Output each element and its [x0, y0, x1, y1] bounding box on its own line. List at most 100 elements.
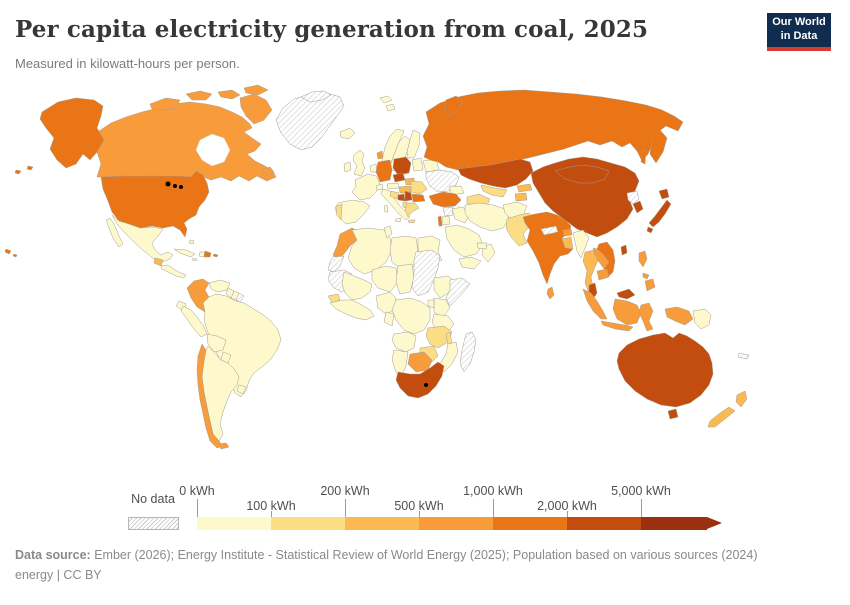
country-uzbekistan[interactable] [480, 184, 508, 198]
country-italy[interactable] [394, 217, 402, 223]
country-jamaica[interactable] [191, 257, 198, 262]
country-tasmania[interactable] [667, 408, 679, 420]
country-croatia[interactable] [389, 190, 400, 200]
country-papua-new-guinea[interactable] [692, 308, 712, 330]
country-south-africa[interactable] [395, 361, 445, 399]
country-alaska[interactable] [39, 97, 105, 169]
country-philippines[interactable] [638, 250, 648, 268]
country-syria[interactable] [442, 206, 454, 217]
legend-band-100-200[interactable] [271, 517, 345, 530]
country-alaska[interactable] [14, 169, 22, 175]
country-uganda[interactable] [427, 299, 435, 309]
country-canada[interactable] [149, 97, 181, 111]
country-japan[interactable] [648, 199, 672, 228]
country-chile[interactable] [218, 442, 230, 450]
country-new-caledonia[interactable] [737, 352, 750, 360]
country-yemen[interactable] [458, 256, 482, 270]
country-greece[interactable] [407, 219, 416, 224]
country-western-sahara[interactable] [327, 255, 345, 273]
country-ireland[interactable] [343, 161, 352, 173]
country-colombia[interactable] [186, 278, 210, 313]
legend-band-5000-plus[interactable] [641, 517, 707, 530]
country-russia[interactable] [640, 149, 647, 165]
country-uruguay[interactable] [236, 384, 247, 395]
country-mexico[interactable] [111, 214, 174, 263]
country-senegal[interactable] [327, 293, 341, 304]
country-svalbard[interactable] [300, 90, 332, 103]
country-greece[interactable] [404, 202, 420, 218]
country-bolivia[interactable] [206, 333, 227, 353]
country-jordan[interactable] [441, 215, 451, 226]
legend-band-500-1000[interactable] [419, 517, 493, 530]
owid-logo[interactable]: Our World in Data [767, 13, 831, 51]
country-bahamas[interactable] [188, 239, 195, 245]
country-germany[interactable] [375, 159, 393, 183]
country-romania[interactable] [410, 180, 428, 195]
country-hawaii[interactable] [12, 253, 18, 258]
country-greenland[interactable] [275, 92, 345, 151]
country-alaska[interactable] [26, 165, 34, 171]
country-uae[interactable] [476, 242, 488, 250]
country-somalia[interactable] [445, 277, 471, 307]
country-dominican-republic[interactable] [203, 250, 212, 258]
country-kenya[interactable] [433, 297, 451, 319]
country-west-africa[interactable] [329, 299, 375, 321]
country-new-zealand[interactable] [707, 406, 736, 428]
country-canada[interactable] [239, 93, 273, 125]
country-canada[interactable] [243, 84, 269, 96]
country-baltics[interactable] [411, 157, 424, 172]
country-niger[interactable] [371, 265, 399, 293]
country-france[interactable] [351, 173, 381, 201]
country-mexico[interactable] [105, 217, 124, 248]
country-cuba[interactable] [173, 248, 196, 258]
country-denmark[interactable] [376, 150, 384, 160]
country-nepal[interactable] [540, 225, 559, 236]
country-austria[interactable] [386, 182, 400, 190]
country-vietnam[interactable] [596, 241, 616, 279]
legend-no-data-swatch[interactable] [128, 517, 179, 530]
country-zambia[interactable] [425, 325, 453, 349]
country-canada[interactable] [261, 166, 275, 177]
legend-band-0-100[interactable] [197, 517, 271, 530]
legend-band-1000-2000[interactable] [493, 517, 567, 530]
country-tunisia[interactable] [383, 225, 393, 239]
country-indonesia[interactable] [582, 288, 608, 320]
country-taiwan[interactable] [620, 244, 628, 256]
country-bangladesh[interactable] [561, 236, 574, 250]
country-malaysia[interactable] [616, 288, 636, 300]
country-puerto-rico[interactable] [212, 253, 219, 258]
country-bhutan[interactable] [562, 228, 573, 237]
country-philippines[interactable] [644, 278, 656, 292]
country-mali[interactable] [341, 271, 373, 301]
country-kyrgyzstan[interactable] [516, 183, 533, 193]
country-canada[interactable] [185, 90, 213, 101]
country-arctic-islands[interactable] [379, 95, 393, 104]
country-congo[interactable] [383, 311, 395, 327]
country-indonesia[interactable] [638, 302, 654, 332]
country-russia[interactable] [443, 95, 464, 117]
country-portugal[interactable] [335, 203, 343, 221]
country-kazakhstan[interactable] [457, 158, 534, 189]
country-bosnia[interactable] [397, 193, 406, 202]
country-north-korea[interactable] [626, 190, 640, 205]
country-usa[interactable] [100, 170, 210, 238]
country-new-zealand[interactable] [735, 390, 748, 408]
country-poland[interactable] [392, 156, 412, 176]
country-benelux[interactable] [369, 163, 378, 173]
country-indonesia[interactable] [612, 298, 642, 326]
country-caucasus[interactable] [448, 185, 465, 196]
country-philippines[interactable] [642, 272, 650, 280]
country-italy[interactable] [383, 204, 389, 213]
country-sudan[interactable] [411, 249, 441, 297]
country-israel[interactable] [437, 215, 443, 227]
country-bulgaria[interactable] [411, 193, 426, 203]
country-hawaii[interactable] [4, 248, 12, 255]
country-iceland[interactable] [339, 127, 356, 140]
country-arctic-islands[interactable] [385, 103, 396, 112]
country-sri-lanka[interactable] [546, 286, 555, 300]
country-mozambique[interactable] [439, 341, 459, 373]
country-south-korea[interactable] [632, 200, 644, 214]
country-china[interactable] [530, 156, 640, 238]
country-australia[interactable] [616, 332, 714, 408]
country-finland[interactable] [406, 129, 421, 159]
